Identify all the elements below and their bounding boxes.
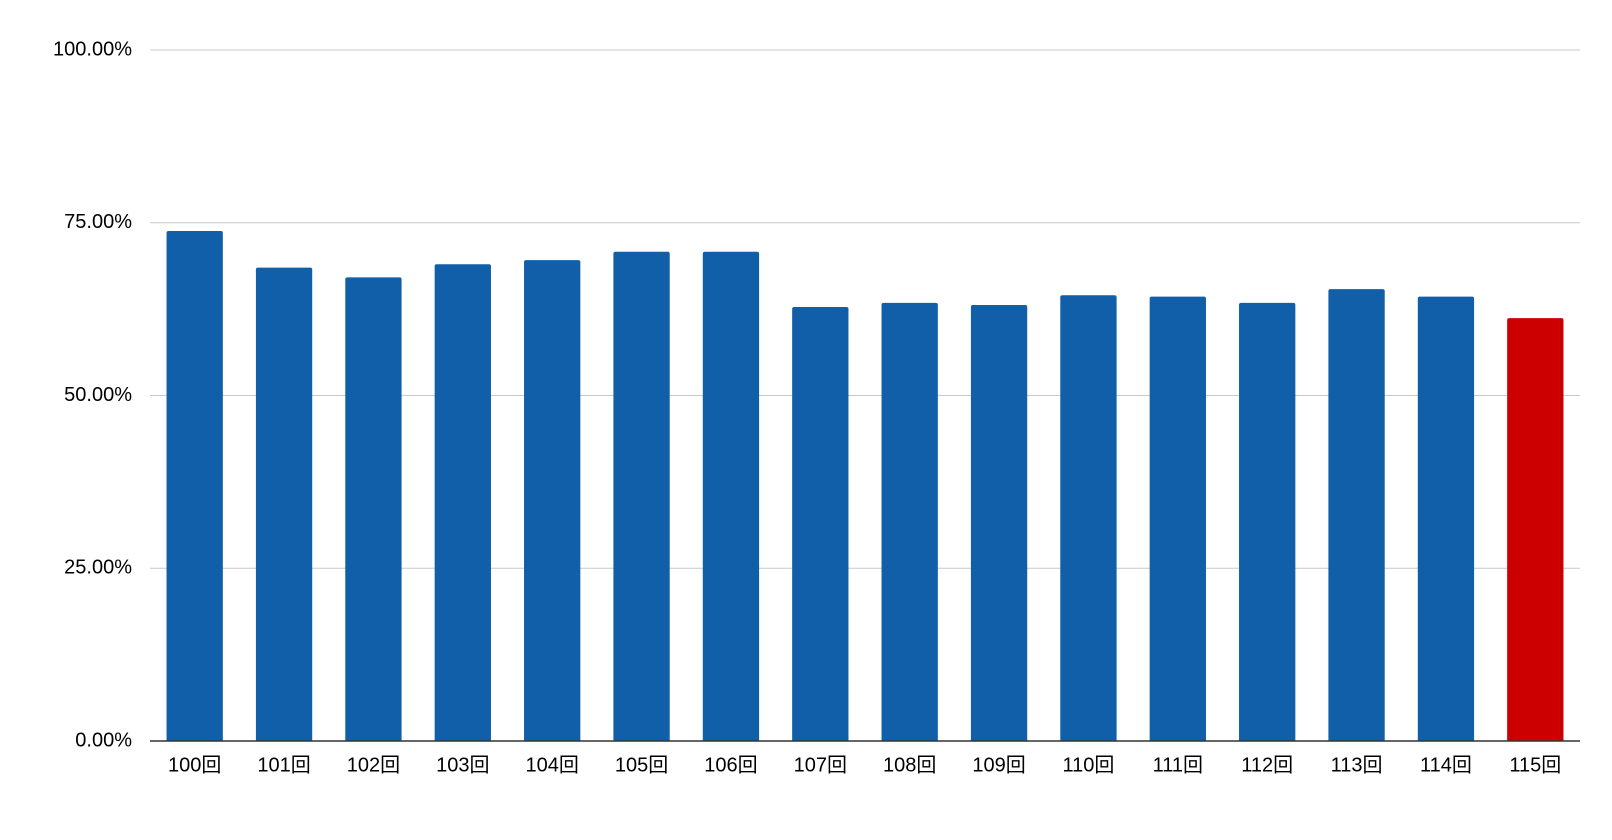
y-tick-label: 75.00%: [64, 211, 132, 233]
bar: [970, 304, 1028, 741]
bar: [166, 231, 223, 742]
y-tick-label: 50.00%: [64, 384, 132, 406]
bar: [702, 251, 760, 741]
bar: [1417, 296, 1475, 741]
x-tick-label: 115回: [1509, 754, 1561, 776]
x-tick-label: 100回: [168, 754, 221, 776]
bar: [1507, 318, 1564, 741]
y-tick-label: 25.00%: [64, 557, 132, 579]
bar: [1239, 302, 1296, 741]
x-tick-label: 106回: [704, 754, 757, 776]
x-tick-label: 112回: [1241, 754, 1293, 776]
x-tick-label: 110回: [1062, 754, 1114, 776]
x-tick-label: 114回: [1420, 754, 1472, 776]
x-tick-label: 102回: [347, 754, 400, 776]
x-tick-label: 111回: [1153, 754, 1203, 776]
x-tick-label: 101回: [257, 754, 310, 776]
bar: [345, 277, 402, 741]
bar: [1149, 296, 1206, 741]
y-tick-label: 0.00%: [75, 729, 132, 751]
y-tick-label: 100.00%: [53, 38, 132, 60]
x-tick-label: 105回: [615, 754, 668, 776]
bar: [524, 260, 581, 741]
bar: [792, 307, 849, 741]
x-tick-label: 108回: [883, 754, 936, 776]
bar: [1060, 295, 1117, 741]
bar: [613, 251, 670, 741]
bar: [881, 302, 938, 741]
x-tick-label: 109回: [972, 754, 1025, 776]
bar: [1328, 289, 1385, 741]
bar: [255, 267, 313, 741]
x-tick-label: 104回: [526, 754, 579, 776]
x-tick-label: 113回: [1331, 754, 1383, 776]
bar: [434, 264, 491, 741]
x-tick-label: 103回: [436, 754, 489, 776]
x-tick-label: 107回: [794, 754, 847, 776]
